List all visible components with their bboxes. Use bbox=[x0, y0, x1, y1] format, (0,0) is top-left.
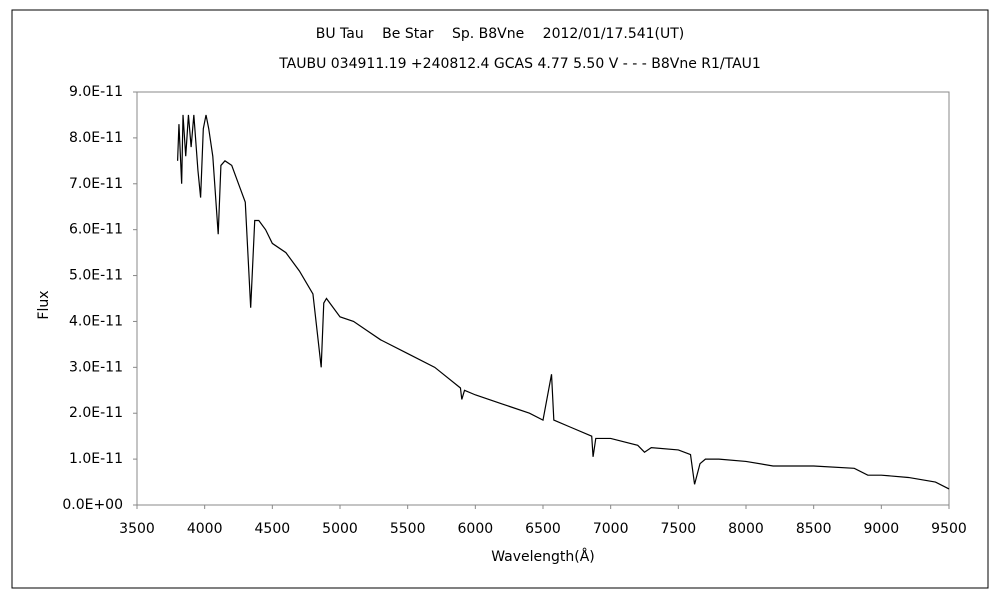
x-tick-label: 6500 bbox=[525, 521, 561, 537]
x-tick-label: 9500 bbox=[931, 521, 967, 537]
y-tick-label: 9.0E-11 bbox=[69, 84, 123, 100]
x-tick-label: 5500 bbox=[390, 521, 426, 537]
x-tick-label: 7500 bbox=[661, 521, 697, 537]
x-tick-label: 7000 bbox=[593, 521, 629, 537]
y-tick-label: 3.0E-11 bbox=[69, 359, 123, 375]
x-tick-label: 9000 bbox=[864, 521, 900, 537]
x-tick-label: 6000 bbox=[458, 521, 494, 537]
chart-frame bbox=[11, 9, 989, 589]
chart-title: BU Tau Be Star Sp. B8Vne 2012/01/17.541(… bbox=[316, 26, 685, 42]
x-tick-label: 8000 bbox=[728, 521, 764, 537]
y-tick-label: 4.0E-11 bbox=[69, 313, 123, 329]
y-axis-label: Flux bbox=[36, 290, 52, 319]
y-tick-label: 0.0E+00 bbox=[62, 497, 123, 513]
y-tick-label: 5.0E-11 bbox=[69, 268, 123, 284]
y-tick-label: 8.0E-11 bbox=[69, 130, 123, 146]
x-tick-label: 5000 bbox=[322, 521, 358, 537]
y-tick-label: 6.0E-11 bbox=[69, 222, 123, 238]
y-tick-label: 7.0E-11 bbox=[69, 176, 123, 192]
x-tick-label: 8500 bbox=[796, 521, 832, 537]
x-tick-label: 4000 bbox=[187, 521, 223, 537]
y-tick-label: 2.0E-11 bbox=[69, 405, 123, 421]
x-tick-label: 3500 bbox=[119, 521, 155, 537]
x-tick-label: 4500 bbox=[255, 521, 291, 537]
chart-subtitle: TAUBU 034911.19 +240812.4 GCAS 4.77 5.50… bbox=[278, 56, 761, 72]
y-tick-label: 1.0E-11 bbox=[69, 451, 123, 467]
x-axis-label: Wavelength(Å) bbox=[491, 548, 595, 565]
spectrum-line bbox=[177, 114, 950, 490]
